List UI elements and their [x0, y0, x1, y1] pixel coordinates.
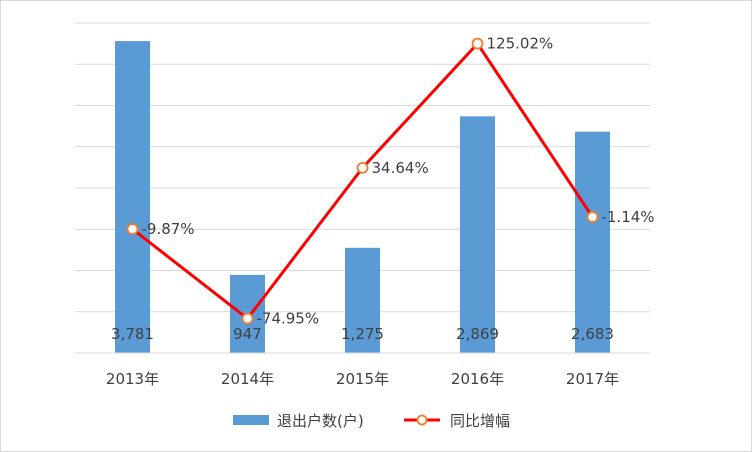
legend: 退出户数(户) 同比增幅 [233, 412, 510, 430]
bar [115, 41, 150, 353]
line-marker [471, 37, 484, 50]
line-value-label: -9.87% [142, 220, 195, 238]
bar-value-label: 1,275 [341, 325, 384, 343]
legend-label-line: 同比增幅 [450, 412, 510, 430]
x-tick-label: 2015年 [336, 370, 389, 388]
line-value-labels: -9.87% -74.95% 34.64% 125.02% -1.14% [142, 35, 655, 328]
line-value-label: 34.64% [372, 159, 429, 177]
line-value-label: -1.14% [602, 208, 655, 226]
x-tick-label: 2016年 [451, 370, 504, 388]
x-tick-label: 2017年 [566, 370, 619, 388]
bar [345, 247, 380, 353]
line-value-label: -74.95% [257, 310, 320, 328]
bar-value-label: 2,683 [571, 325, 614, 343]
line-marker [586, 211, 599, 223]
legend-marker [416, 414, 428, 426]
x-tick-label: 2013年 [106, 370, 159, 388]
x-axis-tick-labels: 2013年 2014年 2015年 2016年 2017年 [106, 370, 619, 388]
line-series [126, 37, 599, 325]
bar [460, 116, 495, 354]
bar-value-label: 947 [233, 325, 262, 343]
line-marker [241, 312, 254, 325]
bar-series [115, 41, 610, 354]
legend-swatch-bar [233, 415, 269, 425]
legend-label-bar: 退出户数(户) [277, 412, 364, 430]
line-marker [126, 223, 139, 235]
bar-value-label: 3,781 [111, 325, 154, 343]
line-value-label: 125.02% [487, 35, 554, 53]
bar-value-label: 2,869 [456, 325, 499, 343]
line-marker [356, 161, 369, 174]
bar [575, 131, 610, 353]
bar-value-labels: 3,781 947 1,275 2,869 2,683 [111, 325, 614, 343]
x-tick-label: 2014年 [221, 370, 274, 388]
